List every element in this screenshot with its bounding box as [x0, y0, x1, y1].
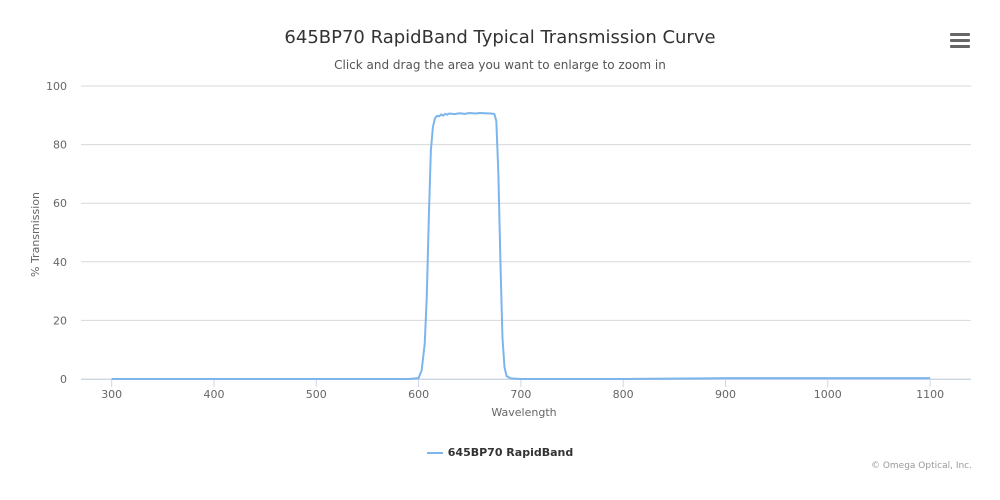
y-tick-label: 100	[46, 80, 67, 93]
y-tick-label: 80	[53, 139, 67, 152]
legend-item[interactable]: 645BP70 RapidBand	[0, 446, 1000, 459]
legend-swatch	[426, 451, 443, 454]
x-tick-label: 1100	[916, 388, 944, 401]
x-tick-label: 300	[101, 388, 122, 401]
x-tick-label: 400	[203, 388, 224, 401]
y-tick-label: 0	[60, 373, 67, 386]
credits[interactable]: © Omega Optical, Inc.	[870, 461, 972, 471]
x-tick-label: 800	[613, 388, 634, 401]
y-axis-title: % Transmission	[29, 192, 42, 277]
x-axis-title: Wavelength	[491, 406, 556, 419]
y-tick-label: 20	[53, 314, 67, 327]
y-tick-label: 40	[53, 256, 67, 269]
chart-title: 645BP70 RapidBand Typical Transmission C…	[284, 27, 716, 48]
x-tick-label: 700	[510, 388, 531, 401]
x-tick-label: 1000	[814, 388, 842, 401]
x-tick-label: 500	[306, 388, 327, 401]
hamburger-menu-icon[interactable]	[948, 30, 972, 52]
y-tick-label: 60	[53, 197, 67, 210]
legend-label: 645BP70 RapidBand	[447, 446, 574, 459]
chart-subtitle: Click and drag the area you want to enla…	[334, 58, 666, 72]
x-tick-label: 600	[408, 388, 429, 401]
series-line	[111, 111, 931, 380]
x-tick-label: 900	[715, 388, 736, 401]
